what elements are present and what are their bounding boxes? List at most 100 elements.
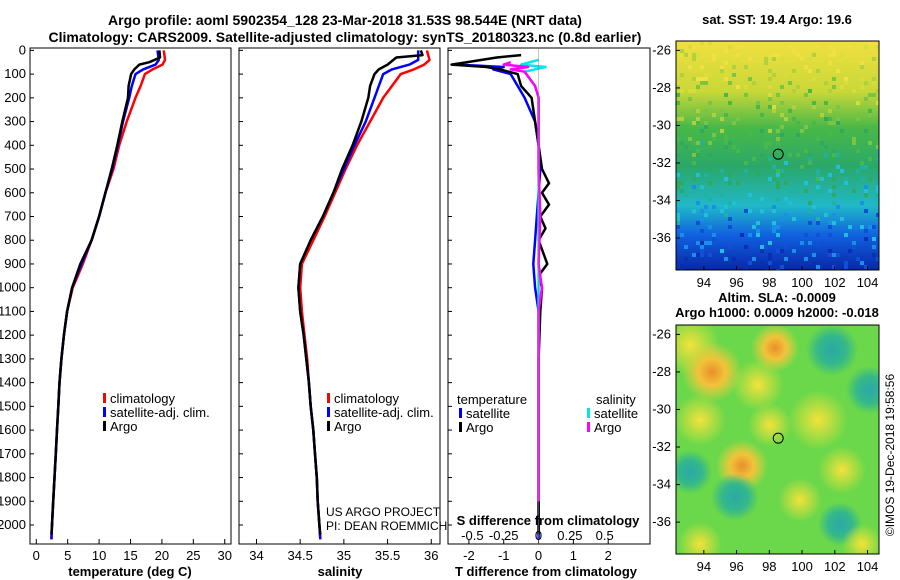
sst-pixel — [784, 197, 788, 201]
sla-map-subtitle: Argo h1000: 0.0009 h2000: -0.018 — [675, 305, 879, 320]
sst-pixel — [772, 229, 776, 233]
sst-pixel — [864, 209, 868, 213]
sst-pixel — [768, 177, 772, 181]
x-tick-label: 0 — [33, 548, 40, 563]
sst-pixel — [804, 65, 808, 69]
sst-pixel — [760, 261, 764, 265]
sst-pixel — [724, 257, 728, 261]
sst-pixel — [864, 129, 868, 133]
sst-pixel — [828, 117, 832, 121]
sst-pixel — [680, 165, 684, 169]
sst-pixel — [720, 249, 724, 253]
sst-pixel — [712, 133, 716, 137]
legend-swatch-climatology — [103, 393, 106, 403]
sst-pixel — [688, 45, 692, 49]
sst-pixel — [696, 201, 700, 205]
series-line-argo — [297, 49, 424, 535]
sst-pixel — [696, 77, 700, 81]
x-tick-label: 35.5 — [375, 548, 400, 563]
sst-pixel — [676, 101, 680, 105]
sst-pixel — [724, 61, 728, 65]
sst-pixel — [848, 249, 852, 253]
sst-pixel — [764, 245, 768, 249]
map-lon-label: 98 — [762, 559, 776, 574]
sst-pixel — [772, 177, 776, 181]
map-lat-label: -26 — [652, 42, 671, 57]
legend-label-satellite: satellite-adj. clim. — [110, 405, 210, 420]
sst-pixel — [808, 153, 812, 157]
sst-pixel — [724, 93, 728, 97]
sst-pixel — [744, 265, 748, 269]
sst-pixel — [720, 129, 724, 133]
sst-pixel — [780, 101, 784, 105]
sst-pixel — [860, 77, 864, 81]
sst-pixel — [756, 233, 760, 237]
sst-pixel — [784, 117, 788, 121]
depth-tick-label: 1600 — [0, 422, 26, 437]
sst-pixel — [804, 149, 808, 153]
sst-pixel — [788, 45, 792, 49]
sst-pixel — [852, 189, 856, 193]
sst-pixel — [872, 245, 876, 249]
sst-pixel — [708, 225, 712, 229]
depth-tick-label: 900 — [4, 256, 26, 271]
sst-pixel — [688, 41, 692, 45]
sst-pixel — [704, 73, 708, 77]
sst-pixel — [728, 201, 732, 205]
salinity-lines — [297, 49, 431, 540]
sst-pixel — [768, 129, 772, 133]
sst-pixel — [712, 189, 716, 193]
sst-pixel — [792, 249, 796, 253]
sst-map-image — [676, 41, 879, 270]
sst-pixel — [732, 65, 736, 69]
sst-pixel — [792, 89, 796, 93]
x-tick-label: 34 — [249, 548, 263, 563]
x-tick-label: 34.5 — [288, 548, 313, 563]
sst-pixel — [800, 57, 804, 61]
sst-pixel — [852, 137, 856, 141]
sst-pixel — [728, 217, 732, 221]
sst-pixel — [720, 97, 724, 101]
sst-pixel — [840, 217, 844, 221]
sst-pixel — [816, 217, 820, 221]
sst-pixel — [680, 233, 684, 237]
sst-pixel — [876, 185, 879, 189]
sst-pixel — [864, 265, 868, 269]
sst-pixel — [792, 73, 796, 77]
sst-pixel — [776, 141, 780, 145]
sst-pixel — [792, 189, 796, 193]
legend-swatch-climatology — [327, 393, 330, 403]
difference-panel-frame — [447, 47, 651, 545]
sst-pixel — [840, 69, 844, 73]
sst-pixel — [812, 105, 816, 109]
sst-pixel — [816, 221, 820, 225]
depth-tick-label: 500 — [4, 161, 26, 176]
sst-pixel — [696, 41, 700, 45]
sst-pixel — [692, 121, 696, 125]
sla-map-title: Altim. SLA: -0.0009 — [718, 290, 836, 305]
sst-pixel — [768, 257, 772, 261]
sst-pixel — [872, 77, 876, 81]
sst-pixel — [780, 169, 784, 173]
sst-pixel — [676, 181, 680, 185]
sst-pixel — [712, 113, 716, 117]
sst-pixel — [836, 69, 840, 73]
sst-pixel — [724, 77, 728, 81]
sst-pixel — [840, 53, 844, 57]
sst-pixel — [696, 221, 700, 225]
depth-tick-label: 800 — [4, 232, 26, 247]
sst-pixel — [828, 225, 832, 229]
sst-pixel — [828, 109, 832, 113]
sst-pixel — [728, 45, 732, 49]
map-lon-label: 100 — [791, 559, 813, 574]
sst-pixel — [704, 125, 708, 129]
sst-pixel — [820, 241, 824, 245]
salinity-x-axis: 34 34.5 35 35.5 36 — [239, 49, 438, 563]
depth-axis: 0 100 200 300 400 500 600 700 800 900 1000 1100 1200… — [0, 42, 26, 532]
difference-x-axis: -2 -1 0 1 2 — [448, 49, 612, 563]
sst-pixel — [824, 117, 828, 121]
sst-pixel — [768, 85, 772, 89]
sst-pixel — [788, 109, 792, 113]
sst-pixel — [676, 173, 680, 177]
sst-pixel — [808, 69, 812, 73]
